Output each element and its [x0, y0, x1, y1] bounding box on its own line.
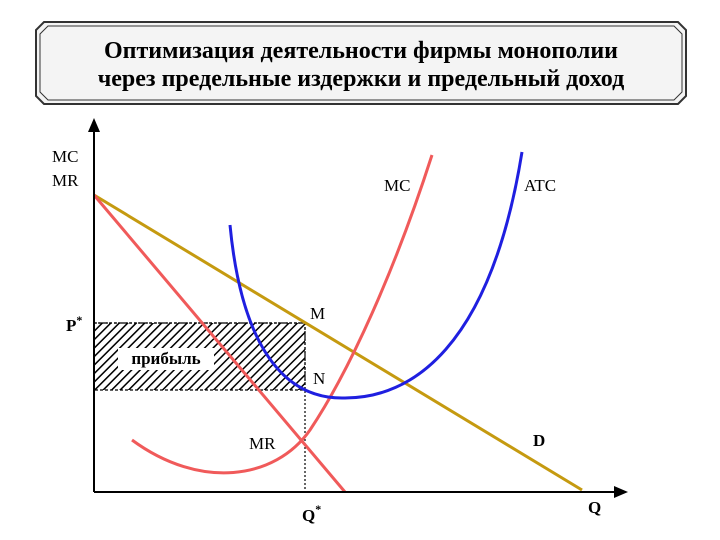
- atc-curve: [228, 151, 524, 400]
- point-m-label: M: [310, 304, 325, 323]
- p-star-sup: *: [76, 313, 82, 327]
- x-axis-label: Q: [588, 498, 601, 517]
- title-frame-inner: [39, 25, 683, 101]
- p-star-label: P*: [66, 313, 82, 335]
- point-n-label: N: [313, 369, 325, 388]
- mc-curve: [131, 154, 434, 475]
- demand-curve-label: D: [533, 431, 545, 450]
- mc-curve-label: MC: [384, 176, 410, 195]
- q-star-label: Q*: [302, 502, 321, 525]
- title-frame-border: [35, 21, 687, 105]
- y-axis: [88, 118, 100, 492]
- mr-curve: [92, 194, 347, 493]
- p-star-letter: P: [66, 316, 76, 335]
- q-star-sup: *: [315, 502, 321, 516]
- y-axis-label-mc: MC: [52, 147, 78, 166]
- title-line-2: через предельные издержки и предельный д…: [98, 66, 625, 92]
- mr-curve-label: MR: [249, 434, 276, 453]
- title-line-1: Оптимизация деятельности фирмы монополии: [104, 38, 618, 64]
- x-axis-arrow: [614, 486, 628, 498]
- profit-label-box: [118, 348, 214, 370]
- profit-label: прибыль: [131, 349, 200, 368]
- y-axis-label-mr: MR: [52, 171, 79, 190]
- x-axis: [94, 486, 628, 498]
- atc-curve-label: ATC: [524, 176, 556, 195]
- q-star-letter: Q: [302, 506, 315, 525]
- demand-curve: [93, 193, 583, 492]
- y-axis-arrow: [88, 118, 100, 132]
- title-frame: Оптимизация деятельности фирмы монополии…: [35, 21, 687, 105]
